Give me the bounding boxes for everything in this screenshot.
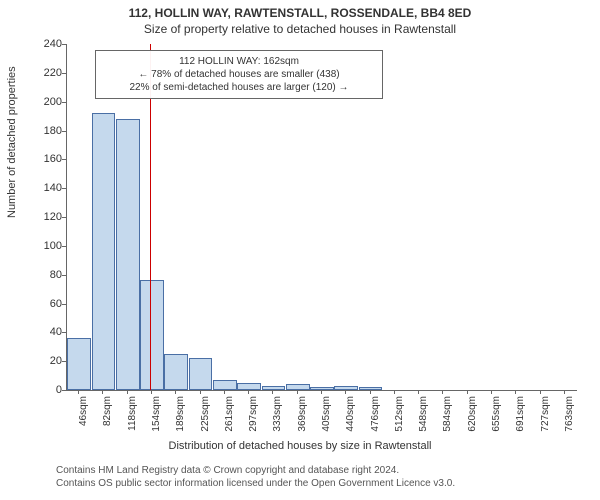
x-tick-label: 46sqm: [78, 396, 89, 436]
x-tick-mark: [515, 390, 516, 394]
y-tick-label: 100: [32, 240, 62, 252]
chart-title-line1: 112, HOLLIN WAY, RAWTENSTALL, ROSSENDALE…: [0, 6, 600, 20]
annotation-line3: 22% of semi-detached houses are larger (…: [104, 81, 374, 94]
x-tick-label: 763sqm: [564, 396, 575, 436]
x-tick-mark: [540, 390, 541, 394]
annotation-line1: 112 HOLLIN WAY: 162sqm: [104, 55, 374, 68]
y-tick-label: 160: [32, 153, 62, 165]
x-tick-mark: [151, 390, 152, 394]
x-tick-mark: [321, 390, 322, 394]
y-tick-label: 20: [32, 355, 62, 367]
annotation-line2: ← 78% of detached houses are smaller (43…: [104, 68, 374, 81]
y-tick-label: 120: [32, 211, 62, 223]
x-tick-mark: [272, 390, 273, 394]
x-tick-mark: [78, 390, 79, 394]
x-tick-label: 225sqm: [200, 396, 211, 436]
x-tick-mark: [370, 390, 371, 394]
x-tick-label: 297sqm: [248, 396, 259, 436]
y-tick-label: 0: [32, 384, 62, 396]
x-tick-label: 512sqm: [394, 396, 405, 436]
x-tick-label: 727sqm: [540, 396, 551, 436]
x-tick-mark: [564, 390, 565, 394]
x-tick-mark: [175, 390, 176, 394]
x-tick-label: 405sqm: [321, 396, 332, 436]
y-tick-label: 220: [32, 67, 62, 79]
x-tick-mark: [491, 390, 492, 394]
x-tick-label: 584sqm: [442, 396, 453, 436]
x-tick-mark: [127, 390, 128, 394]
histogram-bar: [92, 113, 116, 390]
x-tick-mark: [224, 390, 225, 394]
x-tick-label: 655sqm: [491, 396, 502, 436]
x-tick-label: 620sqm: [467, 396, 478, 436]
x-axis-title: Distribution of detached houses by size …: [0, 440, 600, 452]
histogram-bar: [164, 354, 188, 390]
histogram-bar: [116, 119, 140, 390]
x-tick-label: 189sqm: [175, 396, 186, 436]
annotation-box: 112 HOLLIN WAY: 162sqm ← 78% of detached…: [95, 50, 383, 99]
x-tick-label: 118sqm: [127, 396, 138, 436]
y-tick-label: 180: [32, 125, 62, 137]
y-tick-label: 200: [32, 96, 62, 108]
x-tick-label: 548sqm: [418, 396, 429, 436]
x-tick-label: 369sqm: [297, 396, 308, 436]
histogram-bar: [237, 383, 261, 390]
chart-title-line2: Size of property relative to detached ho…: [0, 22, 600, 36]
y-tick-label: 240: [32, 38, 62, 50]
y-tick-label: 60: [32, 298, 62, 310]
x-tick-mark: [442, 390, 443, 394]
x-tick-label: 440sqm: [345, 396, 356, 436]
x-tick-mark: [345, 390, 346, 394]
x-tick-mark: [297, 390, 298, 394]
x-tick-label: 261sqm: [224, 396, 235, 436]
x-tick-mark: [248, 390, 249, 394]
histogram-bar: [140, 280, 164, 390]
histogram-bar: [286, 384, 310, 390]
histogram-bar: [213, 380, 237, 390]
x-tick-mark: [102, 390, 103, 394]
x-tick-label: 691sqm: [515, 396, 526, 436]
x-tick-mark: [418, 390, 419, 394]
chart-container: 112, HOLLIN WAY, RAWTENSTALL, ROSSENDALE…: [0, 0, 600, 500]
footer-line2: Contains OS public sector information li…: [56, 478, 455, 489]
x-tick-label: 476sqm: [370, 396, 381, 436]
histogram-bar: [67, 338, 91, 390]
y-tick-label: 80: [32, 269, 62, 281]
x-tick-label: 154sqm: [151, 396, 162, 436]
x-tick-mark: [394, 390, 395, 394]
x-tick-mark: [200, 390, 201, 394]
y-tick-label: 40: [32, 326, 62, 338]
x-tick-label: 82sqm: [102, 396, 113, 436]
x-tick-label: 333sqm: [272, 396, 283, 436]
x-tick-mark: [467, 390, 468, 394]
y-axis-label: Number of detached properties: [6, 66, 18, 218]
histogram-bar: [189, 358, 213, 390]
footer-line1: Contains HM Land Registry data © Crown c…: [56, 465, 399, 476]
y-tick-label: 140: [32, 182, 62, 194]
